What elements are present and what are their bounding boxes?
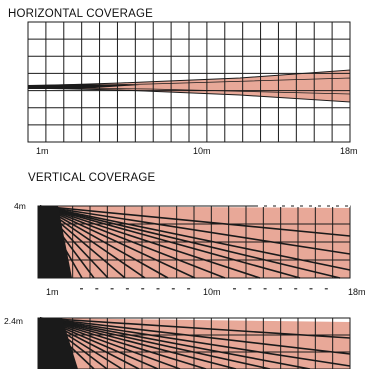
vertical-coverage-title: VERTICAL COVERAGE	[28, 172, 156, 184]
vertical-distance-mark	[95, 288, 99, 290]
vertical-tick-1m: 1m	[46, 287, 59, 297]
horizontal-tick-18m: 18m	[340, 146, 358, 156]
horizontal-coverage-panel	[27, 21, 351, 143]
vertical-tick-18m: 18m	[348, 287, 366, 297]
vertical-low-height-label: 2.4m	[4, 316, 23, 326]
vertical-distance-mark	[125, 288, 129, 290]
vertical-height-label: 4m	[14, 201, 26, 211]
vertical-distance-mark	[248, 288, 252, 290]
vertical-distance-mark	[324, 288, 328, 290]
horizontal-zone-core	[28, 84, 140, 89]
vertical-distance-mark	[141, 288, 145, 290]
vertical-low-zone-ray	[39, 317, 311, 369]
vertical-distance-mark	[294, 288, 298, 290]
vertical-low-zone-ray	[39, 317, 207, 369]
horizontal-tick-1m: 1m	[36, 146, 49, 156]
vertical-distance-mark	[80, 288, 83, 290]
vertical-low-zone-near-blackout	[38, 318, 78, 369]
horizontal-coverage-title: HORIZONTAL COVERAGE	[8, 8, 154, 20]
vertical-distance-mark	[171, 288, 175, 290]
vertical-distance-mark	[187, 288, 191, 290]
vertical-grid	[37, 205, 351, 279]
horizontal-grid	[27, 21, 351, 143]
vertical-tick-10m: 10m	[203, 287, 221, 297]
vertical-low-zone-ray	[39, 317, 271, 369]
vertical-distance-mark	[263, 288, 267, 290]
vertical-distance-mark	[156, 288, 160, 290]
vertical-distance-mark	[278, 288, 282, 290]
vertical-distance-mark	[110, 288, 114, 290]
vertical-low-grid	[37, 317, 351, 369]
vertical-distance-mark	[233, 288, 236, 290]
vertical-distance-mark	[309, 288, 313, 290]
horizontal-tick-10m: 10m	[193, 146, 211, 156]
vertical-distance-marks	[80, 288, 328, 290]
vertical-low-coverage-panel	[37, 317, 351, 369]
vertical-coverage-panel	[37, 205, 351, 290]
